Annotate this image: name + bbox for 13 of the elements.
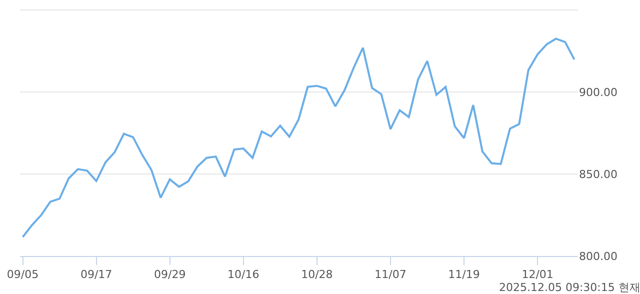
y-tick-label: 900.00 xyxy=(579,86,618,99)
x-tick-label: 09/29 xyxy=(154,268,186,282)
line-series xyxy=(22,38,576,238)
x-tick-label: 09/05 xyxy=(6,268,39,282)
x-tick-label: 09/17 xyxy=(80,268,112,282)
x-tick-label: 10/16 xyxy=(228,268,260,282)
x-tick-label: 11/19 xyxy=(448,268,480,282)
x-tick-label: 10/28 xyxy=(301,268,333,282)
text: 2025.12.05 09:30:15 현재 xyxy=(499,281,640,294)
y-tick-label: 850.00 xyxy=(579,168,618,181)
y-tick-label: 800.00 xyxy=(579,250,618,263)
x-tick-label: 11/07 xyxy=(374,268,406,282)
x-tick-label: 12/01 xyxy=(522,268,554,282)
